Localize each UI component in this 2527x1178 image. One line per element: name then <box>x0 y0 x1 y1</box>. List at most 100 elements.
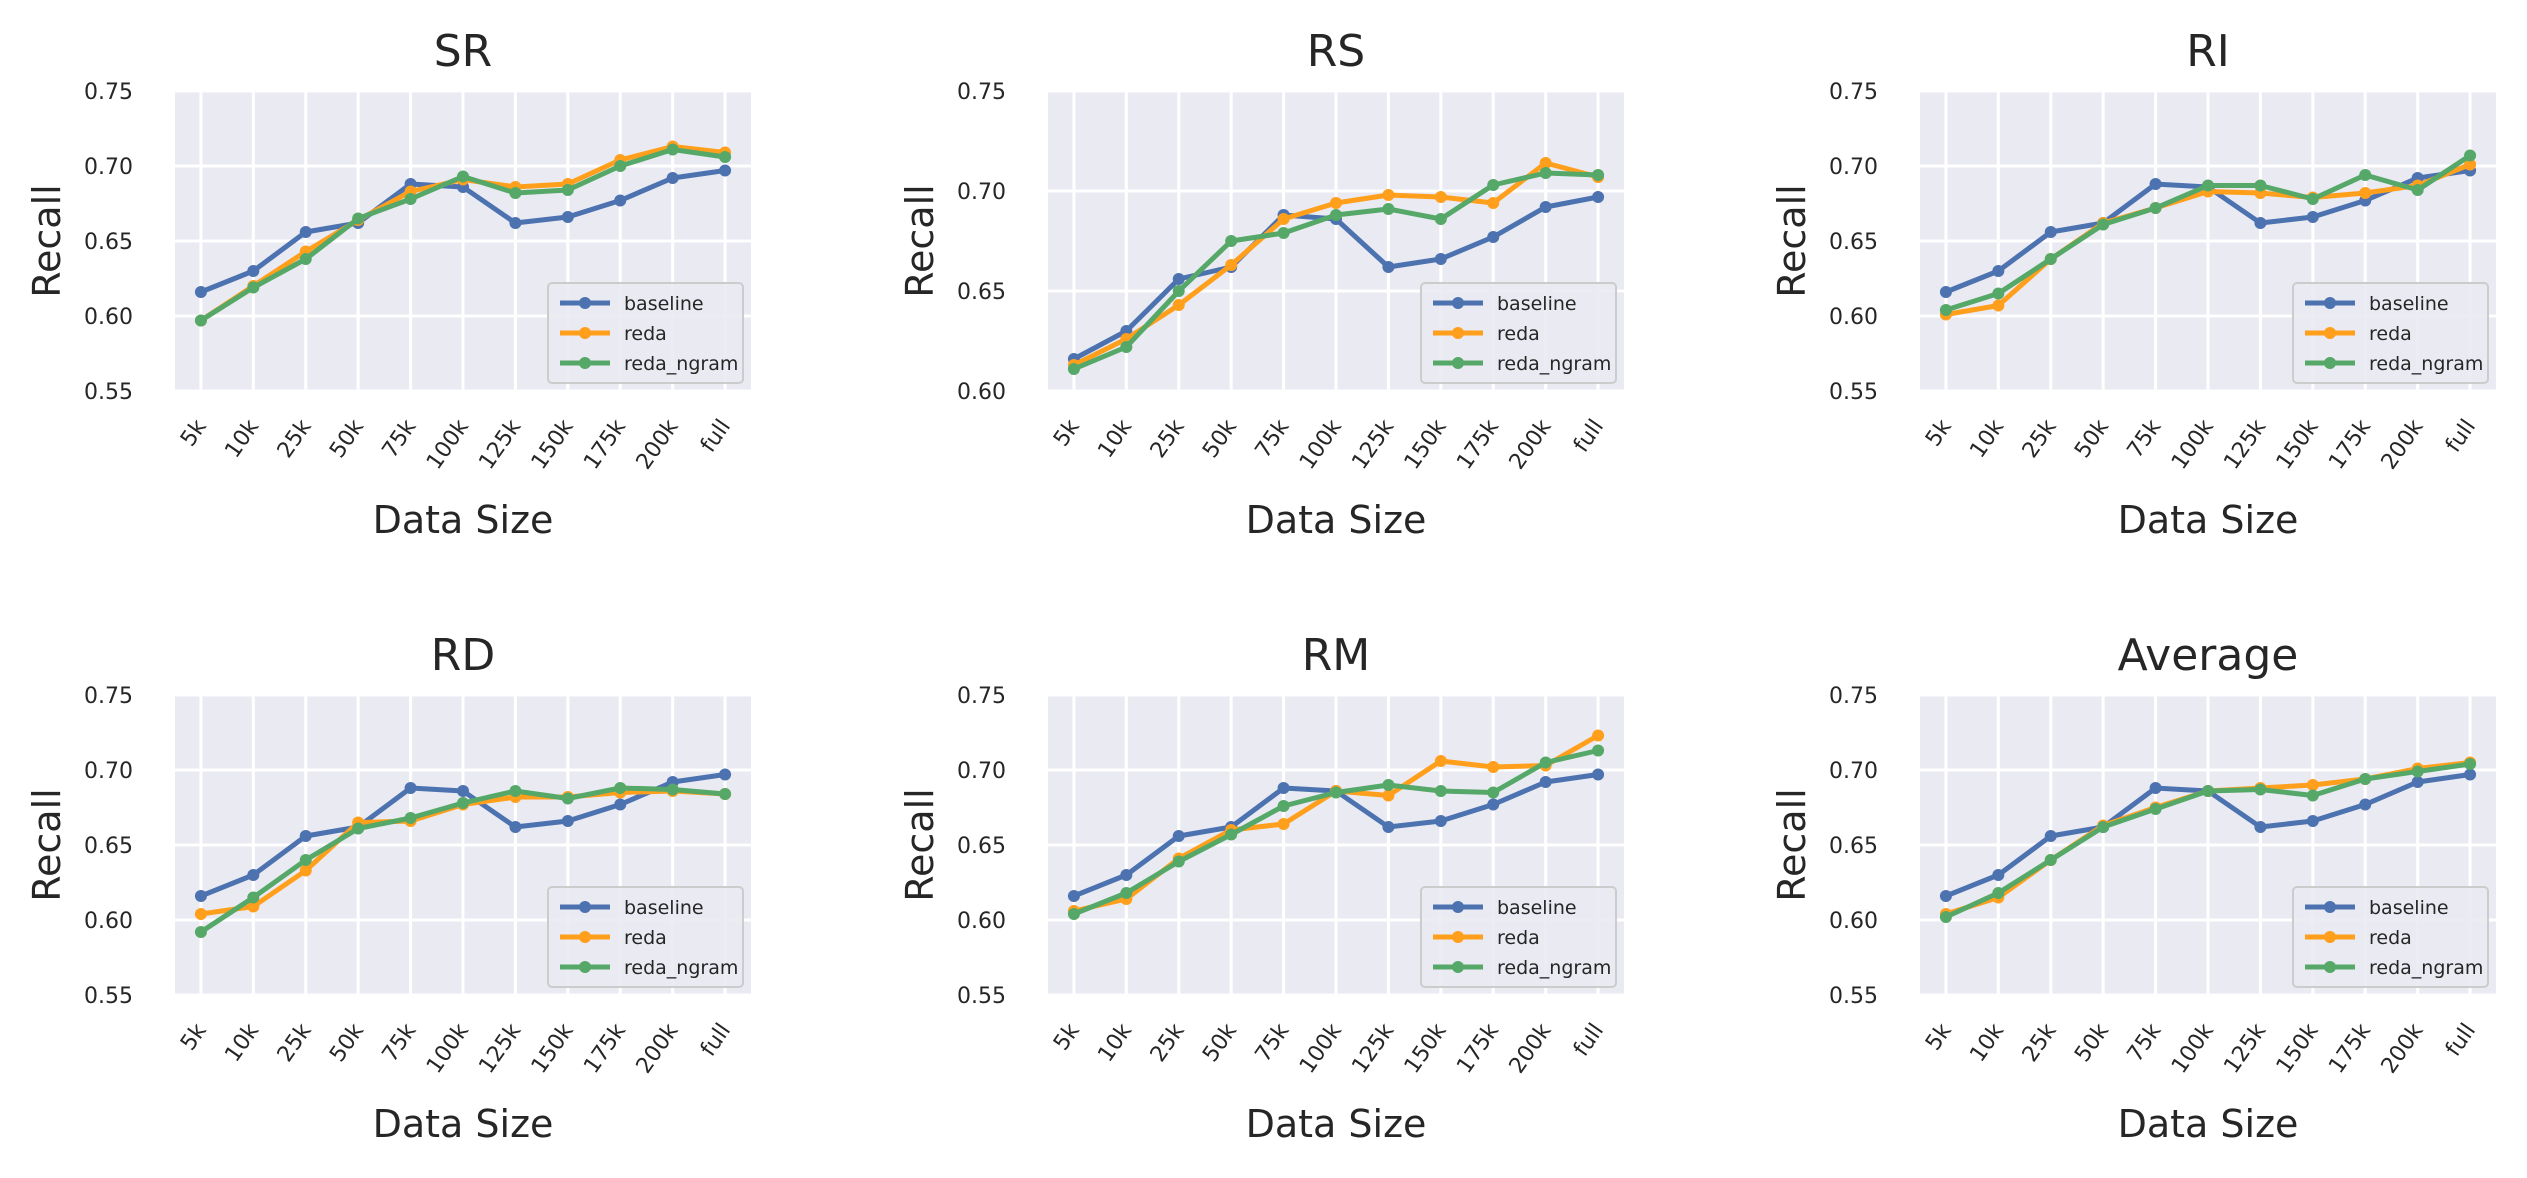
legend-entry-baseline: baseline <box>1497 897 1577 919</box>
y-tick-label: 0.70 <box>957 759 1006 784</box>
data-point <box>1434 785 1447 797</box>
x-tick-label: 25k <box>273 415 317 463</box>
data-point <box>1120 869 1133 881</box>
legend-box <box>2292 282 2489 384</box>
data-point <box>561 211 574 223</box>
legend-marker <box>579 931 591 943</box>
data-point <box>1225 828 1238 841</box>
data-point <box>719 788 732 800</box>
x-tick-label: 10k <box>220 415 264 463</box>
data-point <box>1434 191 1447 203</box>
y-tick-label: 0.60 <box>84 305 133 330</box>
data-point <box>2254 783 2267 796</box>
x-tick-label: 75k <box>2123 415 2167 463</box>
y-tick-label: 0.75 <box>1829 80 1878 105</box>
legend-entry-reda: reda <box>2369 927 2412 949</box>
data-point <box>1487 761 1500 773</box>
data-point <box>2254 821 2267 833</box>
x-tick-label: 25k <box>2018 415 2062 463</box>
x-tick-label: 25k <box>1146 1019 1190 1067</box>
chart-title: RS <box>1307 26 1366 77</box>
chart-ri: 0.55 0.60 0.65 0.70 0.75 5k 10k 25k 50k 75k 100k 12… <box>1770 26 2496 542</box>
legend-marker <box>579 357 591 369</box>
data-point <box>509 821 522 833</box>
x-tick-label: 25k <box>2018 1019 2062 1067</box>
data-point <box>2306 193 2319 205</box>
data-point <box>719 151 732 163</box>
x-tick-label: full <box>2441 415 2481 457</box>
x-tick-label: 5k <box>1921 1019 1957 1055</box>
y-tick-label: 0.70 <box>1829 155 1878 180</box>
data-point <box>509 187 522 199</box>
data-point <box>561 792 574 805</box>
data-point <box>2306 779 2319 791</box>
data-point <box>1067 908 1080 920</box>
x-tick-label: 75k <box>1251 1019 1295 1067</box>
data-point <box>1539 157 1552 169</box>
y-tick-label: 0.65 <box>957 834 1006 859</box>
data-point <box>2149 782 2162 794</box>
chart-title: RM <box>1302 630 1371 681</box>
data-point <box>1120 887 1133 899</box>
chart-rd: 0.55 0.60 0.65 0.70 0.75 5k 10k 25k 50k 75k 100k 12… <box>25 630 751 1146</box>
legend: baseline reda reda_ngram <box>547 886 744 988</box>
x-tick-label: 10k <box>1093 1019 1137 1067</box>
x-tick-label: 200k <box>2377 415 2429 474</box>
legend-entry-reda-ngram: reda_ngram <box>624 957 738 979</box>
x-tick-label: 100k <box>1295 415 1347 474</box>
series-reda-ngram <box>1939 149 2477 316</box>
x-tick-label: 10k <box>1965 415 2009 463</box>
x-tick-label: 50k <box>325 1019 369 1067</box>
x-tick-label: full <box>1569 415 1609 457</box>
x-tick-label: 175k <box>1452 1019 1504 1078</box>
x-tick-label: 50k <box>325 415 369 463</box>
y-tick-label: 0.55 <box>84 984 133 1009</box>
legend-entry-reda-ngram: reda_ngram <box>1497 353 1611 375</box>
x-tick-label: full <box>1569 1019 1609 1061</box>
x-tick-label: 150k <box>1400 1019 1452 1078</box>
data-point <box>1382 789 1395 802</box>
series-reda-ngram <box>194 143 732 327</box>
x-tick-label: 200k <box>1505 415 1557 474</box>
data-point <box>2254 179 2267 192</box>
data-point <box>719 164 732 177</box>
x-tick-label: 150k <box>527 1019 579 1078</box>
chart-rs: 0.60 0.65 0.70 0.75 5k 10k 25k 50k 75k 100k 125k 15… <box>898 26 1624 542</box>
data-point <box>247 900 260 913</box>
legend-marker <box>2324 327 2336 339</box>
data-point <box>1434 253 1447 265</box>
legend-entry-reda: reda <box>1497 323 1540 345</box>
data-point <box>2411 776 2424 788</box>
data-point <box>2411 184 2424 196</box>
data-point <box>457 797 469 809</box>
data-point <box>1992 869 2005 881</box>
x-axis-label: Data Size <box>2118 1102 2299 1146</box>
data-point <box>2044 226 2057 238</box>
data-point <box>1487 197 1500 209</box>
data-point <box>1592 191 1605 203</box>
x-tick-label: 75k <box>2123 1019 2167 1067</box>
y-axis-label: Recall <box>1770 788 1814 901</box>
data-point <box>1487 798 1500 811</box>
legend-marker <box>1452 357 1464 369</box>
x-tick-label: 10k <box>220 1019 264 1067</box>
x-tick-label: 125k <box>1347 1019 1399 1078</box>
data-point <box>1172 855 1185 868</box>
data-point <box>1225 259 1238 271</box>
data-point <box>614 782 627 794</box>
series-reda-ngram <box>1939 758 2477 923</box>
legend-marker <box>2324 901 2336 913</box>
data-point <box>1992 887 2005 899</box>
chart-title: RI <box>2186 26 2230 77</box>
x-tick-label: 125k <box>474 1019 526 1078</box>
x-tick-label: 100k <box>422 1019 474 1078</box>
y-tick-label: 0.75 <box>84 684 133 709</box>
data-point <box>2202 785 2214 797</box>
y-tick-label: 0.70 <box>84 759 133 784</box>
x-tick-label: 10k <box>1965 1019 2009 1067</box>
legend: baseline reda reda_ngram <box>1420 282 1617 384</box>
x-axis-label: Data Size <box>373 498 554 542</box>
legend-marker <box>2324 931 2336 943</box>
data-point <box>194 890 207 902</box>
